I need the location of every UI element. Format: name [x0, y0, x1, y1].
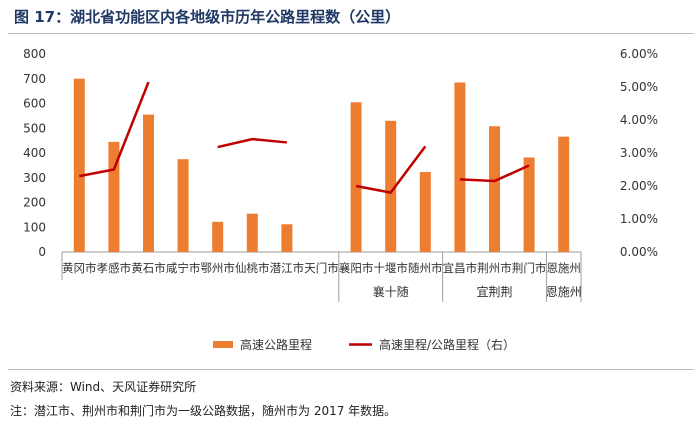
y-right-tick-label: 6.00% — [620, 47, 658, 61]
y-left-tick-label: 400 — [23, 146, 46, 160]
bar — [212, 221, 224, 252]
bar — [385, 120, 397, 252]
category-label: 鄂州市 — [200, 261, 235, 275]
category-label: 恩施州 — [546, 261, 581, 275]
bar — [143, 114, 154, 252]
y-left-tick-label: 600 — [23, 97, 46, 111]
footer-divider — [8, 369, 694, 370]
category-label: 荆门市 — [512, 261, 547, 275]
bar — [419, 172, 431, 252]
y-right-tick-label: 4.00% — [620, 113, 658, 127]
category-label: 孝感市 — [97, 261, 132, 275]
y-right-tick-label: 0.00% — [620, 245, 658, 259]
chart-axes: 0 100 200 300 400 500 600 700 800 0.00% 1.00% 2.00%… — [23, 47, 658, 302]
category-label: 咸宁市 — [166, 261, 201, 275]
chart: 0 100 200 300 400 500 600 700 800 0.00% 1.00% 2.00%… — [23, 47, 658, 352]
footnote: 注：潜江市、荆州市和荆门市为一级公路数据，随州市为 2017 年数据。 — [10, 404, 397, 418]
bar — [246, 213, 258, 252]
y-left-tick-label: 300 — [23, 171, 46, 185]
source-note: 资料来源：Wind、天风证券研究所 — [10, 380, 197, 394]
bar — [489, 126, 500, 252]
bar-series — [73, 78, 570, 253]
y-left-tick-label: 0 — [38, 245, 46, 259]
group-label: 宜荆荆 — [476, 284, 512, 299]
y-right-tick-label: 3.00% — [620, 146, 658, 160]
legend-swatch-bar — [213, 341, 233, 348]
bar — [73, 78, 85, 252]
ratio-line-segment — [355, 145, 427, 194]
category-label: 黄石市 — [131, 261, 166, 275]
legend-label-line: 高速里程/公路里程（右） — [379, 337, 515, 352]
y-left-tick-label: 500 — [23, 121, 46, 135]
category-label: 宜昌市 — [443, 261, 478, 275]
bar — [350, 102, 362, 252]
y-right-tick-label: 1.00% — [620, 212, 658, 226]
y-left-tick-label: 700 — [23, 72, 46, 86]
category-label: 荆州市 — [477, 261, 512, 275]
ratio-line-segment — [217, 137, 288, 149]
chart-title: 图 17：湖北省功能区内各地级市历年公路里程数（公里） — [14, 8, 401, 26]
bar — [281, 224, 293, 252]
category-label: 仙桃市 — [235, 261, 270, 275]
title-divider — [8, 33, 694, 34]
bar — [108, 141, 120, 252]
group-label: 襄十随 — [373, 284, 409, 299]
category-label: 黄冈市 — [62, 261, 97, 275]
category-label: 天门市 — [304, 261, 339, 275]
bar — [177, 159, 189, 252]
y-left-tick-label: 200 — [23, 196, 46, 210]
group-label: 恩施州 — [546, 285, 582, 299]
ratio-line-segment — [459, 164, 530, 183]
line-series — [79, 81, 530, 194]
y-right-tick-label: 2.00% — [620, 179, 658, 193]
y-right-tick-label: 5.00% — [620, 80, 658, 94]
category-label: 潜江市 — [270, 261, 305, 275]
y-left-tick-label: 800 — [23, 47, 46, 61]
y-left-tick-label: 100 — [23, 220, 46, 234]
bar — [454, 82, 466, 253]
category-label: 襄阳市 — [339, 261, 374, 275]
ratio-line-segment — [79, 81, 150, 178]
bar — [523, 157, 535, 252]
bar — [558, 136, 570, 252]
category-labels: 黄冈市 孝感市 黄石市 咸宁市 鄂州市 仙桃市 潜江市 天门市 襄阳市 十堰市 随州市 宜昌市 荆州市荆… — [62, 261, 582, 299]
category-label: 随州市 — [408, 261, 443, 275]
category-label: 十堰市 — [373, 261, 408, 275]
chart-legend: 高速公路里程 高速里程/公路里程（右） — [213, 337, 515, 352]
legend-label-bar: 高速公路里程 — [240, 337, 312, 352]
